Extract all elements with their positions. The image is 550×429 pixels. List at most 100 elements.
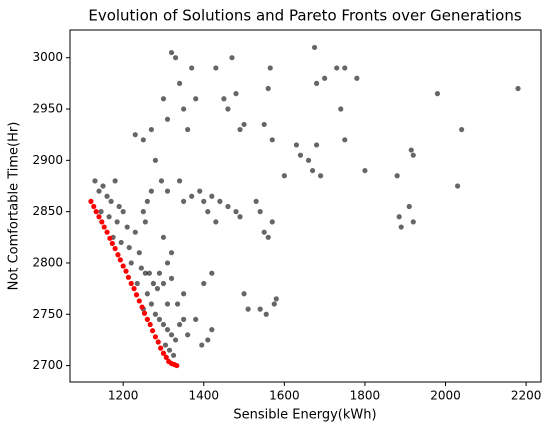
- point: [104, 193, 110, 199]
- point: [168, 332, 175, 338]
- point: [115, 252, 121, 258]
- point: [176, 321, 183, 328]
- point: [148, 301, 154, 307]
- point: [163, 354, 169, 360]
- point: [136, 250, 142, 256]
- x-tick-label: 1200: [108, 389, 139, 403]
- point: [142, 270, 148, 276]
- y-axis-label: Not Comfortable Time(Hr): [7, 122, 22, 291]
- point: [253, 198, 259, 204]
- point: [136, 298, 142, 304]
- x-tick-label: 1400: [188, 389, 219, 403]
- point: [185, 332, 191, 338]
- point: [131, 286, 137, 292]
- point: [164, 327, 171, 333]
- point: [205, 337, 211, 343]
- point: [152, 157, 159, 163]
- point: [100, 183, 106, 189]
- y-tick-label: 2800: [32, 255, 63, 269]
- x-tick-label: 2000: [430, 389, 461, 403]
- point: [225, 106, 231, 112]
- point: [245, 306, 251, 312]
- point: [189, 65, 195, 71]
- point: [281, 173, 287, 179]
- x-tick-label: 1600: [269, 389, 300, 403]
- y-tick-label: 2750: [32, 307, 63, 321]
- point: [181, 106, 187, 112]
- point: [342, 65, 348, 71]
- point: [176, 178, 183, 184]
- point: [126, 244, 132, 251]
- point: [313, 80, 320, 86]
- point: [213, 219, 219, 225]
- point: [233, 209, 239, 215]
- point: [124, 224, 130, 230]
- point: [168, 49, 175, 56]
- point: [410, 152, 416, 158]
- point: [398, 224, 404, 230]
- point: [394, 173, 400, 179]
- point: [162, 342, 169, 348]
- point: [156, 270, 163, 276]
- point: [101, 224, 107, 230]
- point: [197, 188, 203, 194]
- point: [263, 311, 269, 317]
- point: [92, 178, 98, 184]
- point: [160, 321, 167, 328]
- point: [144, 316, 150, 322]
- point: [96, 188, 102, 194]
- point: [164, 188, 171, 194]
- point: [128, 260, 134, 266]
- point: [342, 137, 348, 143]
- point: [199, 342, 205, 348]
- y-tick-label: 2900: [32, 153, 63, 167]
- point: [257, 306, 263, 312]
- point: [265, 85, 271, 92]
- point: [193, 316, 199, 322]
- point: [313, 142, 320, 148]
- point: [120, 209, 126, 215]
- point: [144, 198, 150, 204]
- point: [160, 350, 167, 356]
- point: [141, 310, 148, 316]
- point: [305, 157, 312, 163]
- point: [144, 291, 150, 297]
- point: [142, 219, 148, 225]
- point: [132, 229, 138, 235]
- point: [265, 234, 271, 240]
- point: [233, 91, 239, 97]
- point: [237, 214, 243, 220]
- point: [181, 291, 187, 297]
- point: [225, 203, 231, 210]
- point: [98, 209, 104, 215]
- point: [201, 198, 207, 204]
- plot-frame: [69, 29, 542, 383]
- point: [152, 311, 159, 317]
- point: [241, 121, 247, 128]
- x-tick-label: 2200: [511, 389, 542, 403]
- point: [261, 121, 267, 128]
- point: [217, 198, 223, 204]
- point: [269, 137, 275, 143]
- point: [434, 91, 441, 97]
- point: [267, 65, 273, 71]
- point: [273, 296, 279, 302]
- point: [166, 347, 173, 353]
- point: [88, 198, 94, 204]
- point: [106, 214, 112, 220]
- point: [123, 268, 129, 274]
- point: [241, 291, 247, 297]
- point: [362, 167, 368, 174]
- point: [104, 229, 110, 235]
- point: [93, 209, 99, 215]
- point: [237, 126, 243, 133]
- point: [160, 234, 167, 240]
- point: [150, 280, 157, 287]
- point: [109, 240, 115, 247]
- point: [132, 132, 138, 138]
- point: [174, 362, 180, 369]
- point: [311, 44, 318, 51]
- y-tick-label: 2700: [32, 358, 63, 372]
- point: [515, 85, 521, 92]
- point: [209, 193, 215, 199]
